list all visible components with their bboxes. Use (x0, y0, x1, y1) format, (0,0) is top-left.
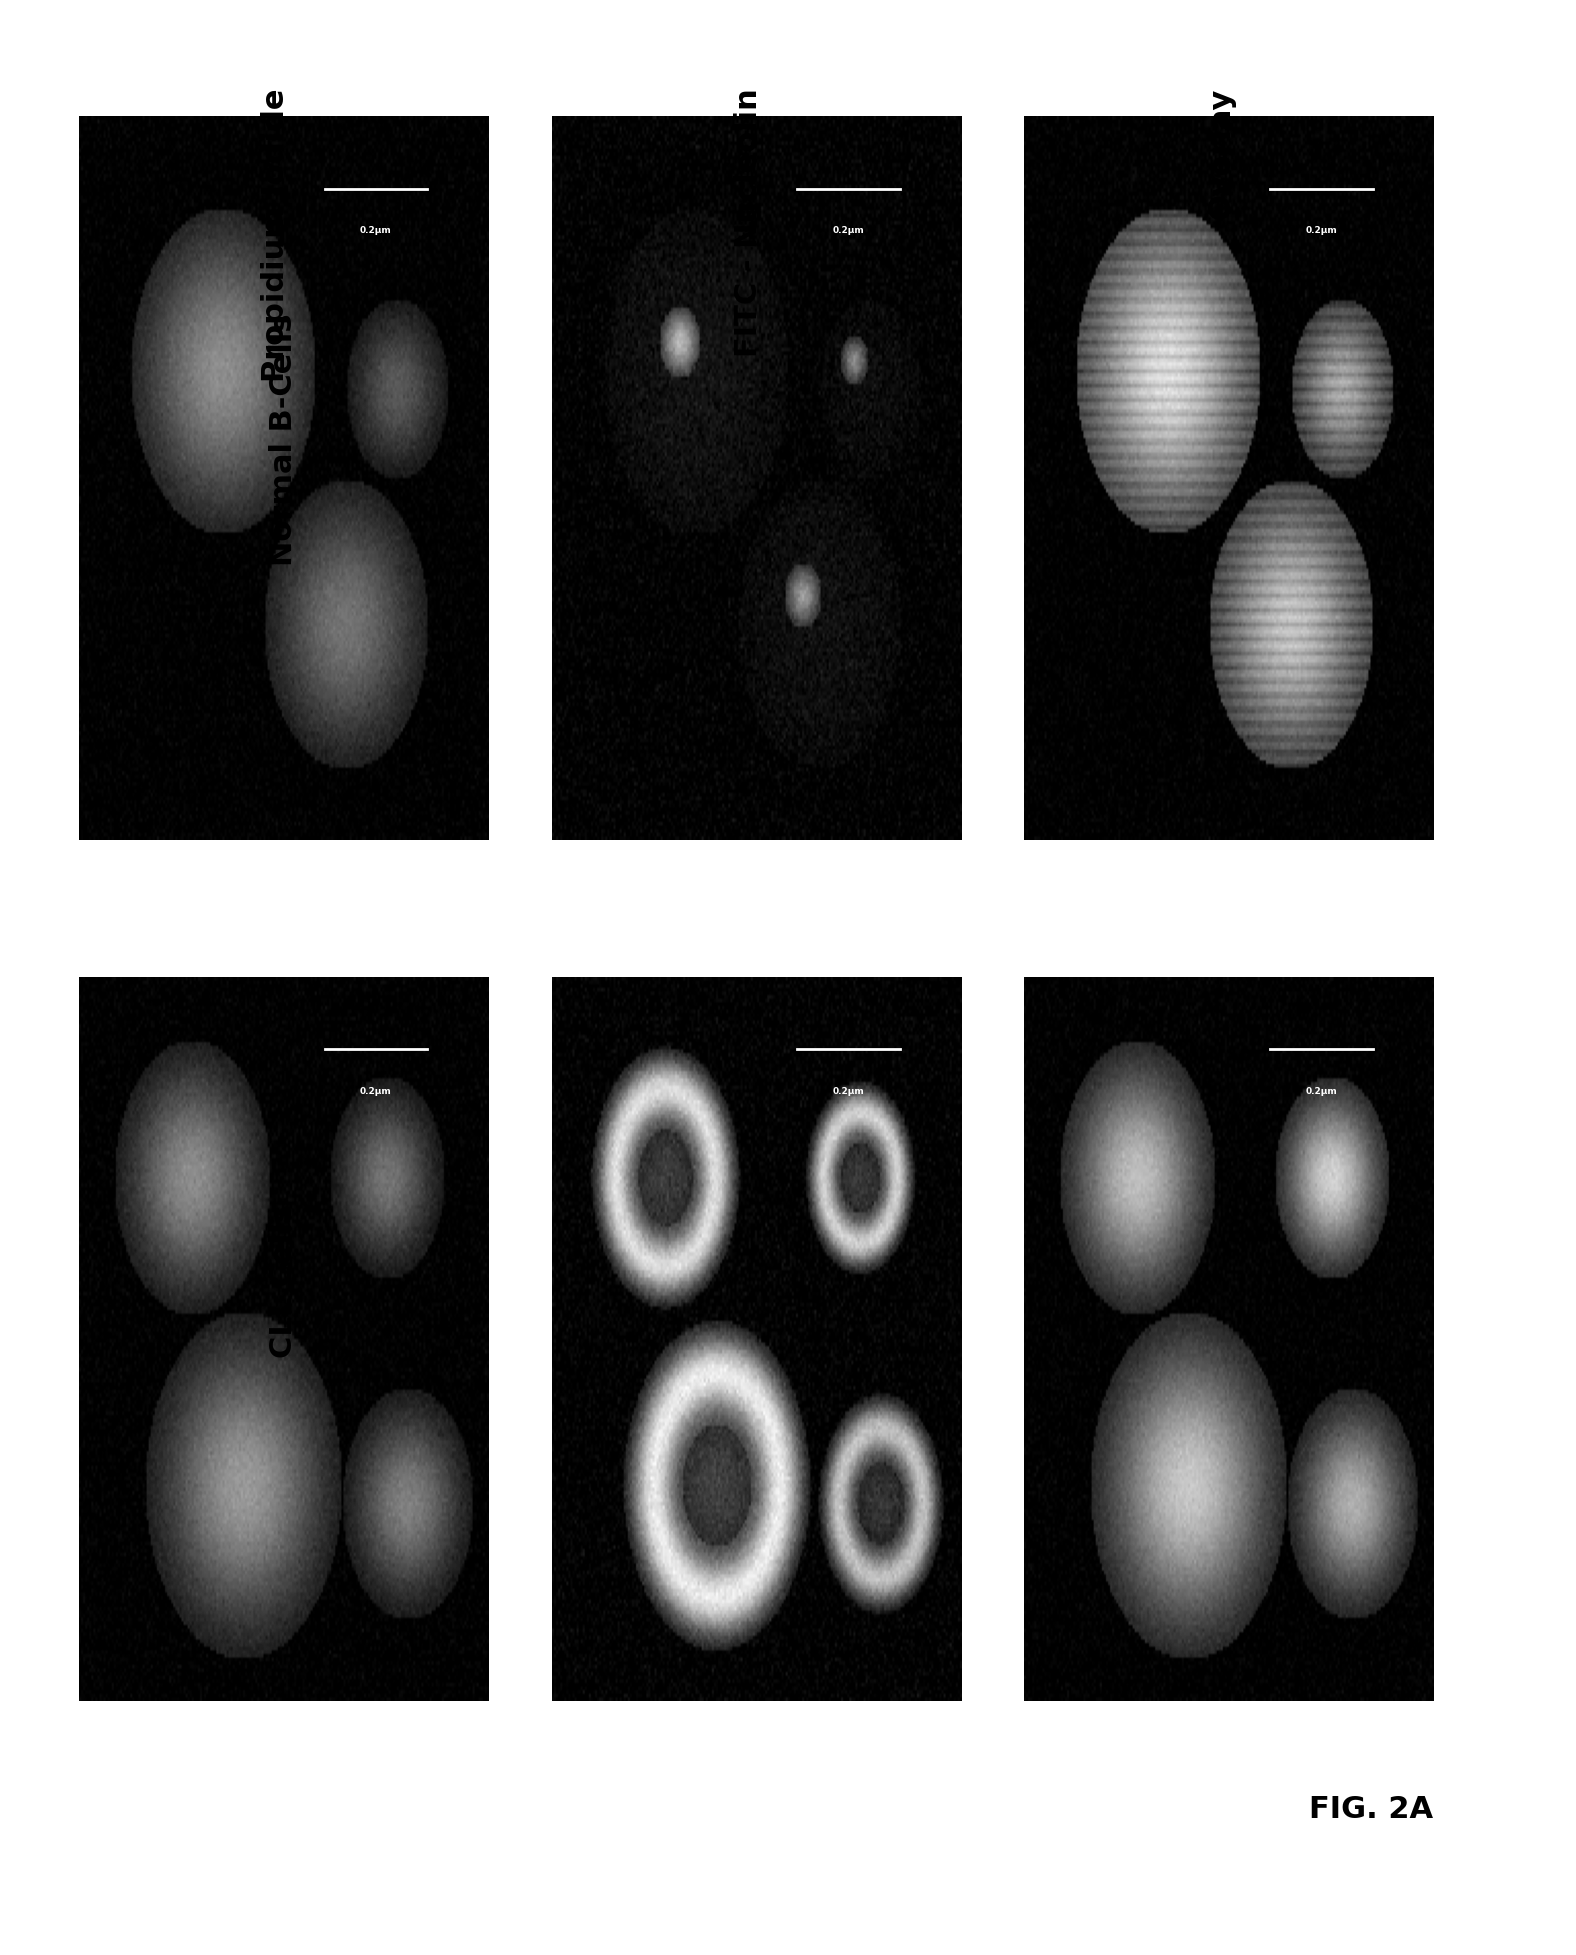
Text: 0.2μm: 0.2μm (359, 1087, 392, 1095)
Text: Propidium Iodide: Propidium Iodide (262, 88, 290, 381)
Text: FIG. 2A: FIG. 2A (1310, 1795, 1433, 1822)
Text: CLL Cells: CLL Cells (269, 1204, 298, 1357)
Text: Normal B-Cells: Normal B-Cells (269, 313, 298, 567)
Text: 0.2μm: 0.2μm (832, 227, 865, 235)
Text: 0.2μm: 0.2μm (359, 227, 392, 235)
Text: 0.2μm: 0.2μm (1305, 1087, 1338, 1095)
Text: FITC - Nucleolin: FITC - Nucleolin (734, 88, 763, 356)
Text: 0.2μm: 0.2μm (832, 1087, 865, 1095)
Text: 0.2μm: 0.2μm (1305, 227, 1338, 235)
Text: Overlay: Overlay (1207, 88, 1236, 219)
